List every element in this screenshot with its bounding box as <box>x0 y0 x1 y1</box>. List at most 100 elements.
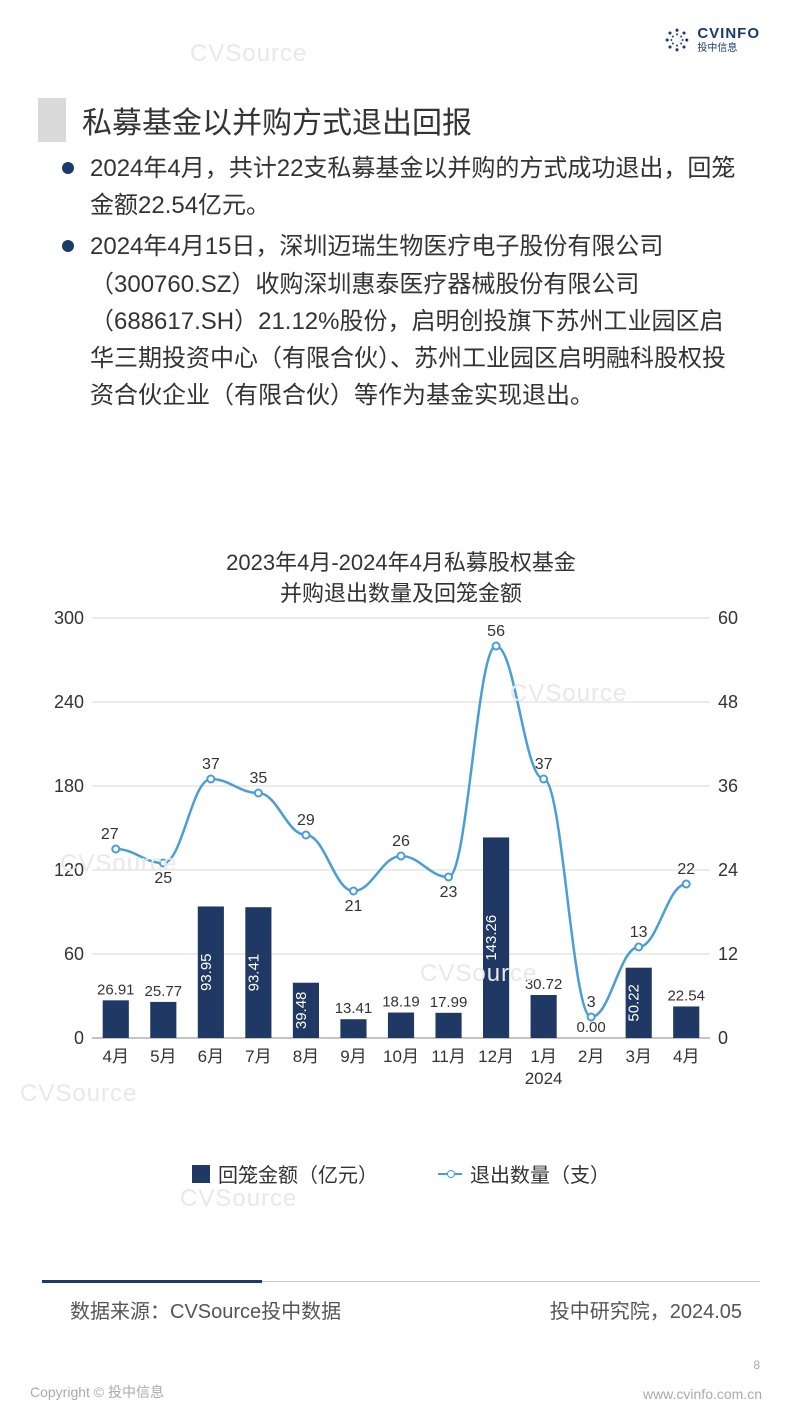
bullet-item: 2024年4月15日，深圳迈瑞生物医疗电子股份有限公司（300760.SZ）收购… <box>60 228 742 414</box>
chart-container: 2023年4月-2024年4月私募股权基金 并购退出数量及回笼金额 0 0 60 12… <box>42 548 760 1188</box>
svg-text:23: 23 <box>440 884 458 901</box>
chart-title: 2023年4月-2024年4月私募股权基金 并购退出数量及回笼金额 <box>42 548 760 610</box>
bar <box>673 1006 699 1038</box>
line-marker <box>683 881 690 888</box>
svg-text:93.95: 93.95 <box>198 953 215 991</box>
line-marker <box>255 790 262 797</box>
footer-accent <box>42 1280 262 1283</box>
svg-text:18.19: 18.19 <box>382 994 420 1011</box>
svg-text:93.41: 93.41 <box>245 954 262 992</box>
svg-text:5月: 5月 <box>150 1047 176 1066</box>
watermark: CVSource <box>180 1185 297 1213</box>
svg-text:22: 22 <box>677 861 695 878</box>
page-title: 私募基金以并购方式退出回报 <box>82 98 472 142</box>
svg-text:25: 25 <box>154 870 172 887</box>
footer-org: 投中研究院，2024.05 <box>550 1295 742 1324</box>
bar <box>388 1013 414 1038</box>
svg-text:120: 120 <box>54 860 84 880</box>
svg-text:0.00: 0.00 <box>577 1019 606 1036</box>
svg-text:4月: 4月 <box>103 1047 129 1066</box>
legend-bar-swatch <box>192 1165 210 1183</box>
svg-text:9月: 9月 <box>340 1047 366 1066</box>
svg-text:39.48: 39.48 <box>293 992 310 1030</box>
svg-text:60: 60 <box>64 944 84 964</box>
svg-text:29: 29 <box>297 812 315 829</box>
legend-bar-label: 回笼金额（亿元） <box>218 1159 378 1188</box>
bullet-item: 2024年4月，共计22支私募基金以并购的方式成功退出，回笼金额22.54亿元。 <box>60 150 742 224</box>
page-number: 8 <box>753 1358 760 1372</box>
svg-text:8月: 8月 <box>293 1047 319 1066</box>
bar <box>103 1000 129 1038</box>
svg-text:0: 0 <box>74 1028 84 1048</box>
line-marker <box>112 846 119 853</box>
svg-text:1月: 1月 <box>530 1047 556 1066</box>
svg-text:22.54: 22.54 <box>667 987 705 1004</box>
legend-bar: 回笼金额（亿元） <box>192 1159 378 1188</box>
chart-title-line1: 2023年4月-2024年4月私募股权基金 <box>42 548 760 579</box>
svg-text:27: 27 <box>101 826 119 843</box>
brand-logo: CVINFO 投中信息 <box>663 26 760 54</box>
svg-text:12: 12 <box>718 944 738 964</box>
svg-text:30.72: 30.72 <box>525 976 563 993</box>
bar <box>531 995 557 1038</box>
svg-text:35: 35 <box>249 770 267 787</box>
svg-text:180: 180 <box>54 776 84 796</box>
svg-text:300: 300 <box>54 608 84 628</box>
legend-line-swatch <box>438 1173 462 1175</box>
svg-text:4月: 4月 <box>673 1047 699 1066</box>
line-marker <box>493 643 500 650</box>
svg-text:0: 0 <box>718 1028 728 1048</box>
line-marker <box>160 860 167 867</box>
svg-text:13: 13 <box>630 924 648 941</box>
svg-text:13.41: 13.41 <box>335 1000 373 1017</box>
svg-text:60: 60 <box>718 608 738 628</box>
svg-text:3: 3 <box>587 994 596 1011</box>
svg-text:21: 21 <box>345 898 363 915</box>
line-marker <box>302 832 309 839</box>
line-marker <box>207 776 214 783</box>
footer-source: 数据来源：CVSource投中数据 <box>70 1295 341 1324</box>
svg-text:25.77: 25.77 <box>145 983 183 1000</box>
svg-text:50.22: 50.22 <box>626 984 643 1022</box>
svg-text:12月: 12月 <box>478 1047 514 1066</box>
logo-sub-text: 投中信息 <box>697 43 760 54</box>
line-marker <box>635 944 642 951</box>
svg-text:26.91: 26.91 <box>97 981 135 998</box>
chart-svg: 0 0 60 12 120 24 180 36 240 48 300 60 26.91 25.77 93.9… <box>42 608 760 1088</box>
website: www.cvinfo.com.cn <box>643 1386 762 1402</box>
chart-title-line2: 并购退出数量及回笼金额 <box>42 579 760 610</box>
svg-text:36: 36 <box>718 776 738 796</box>
svg-text:7月: 7月 <box>245 1047 271 1066</box>
logo-main-text: CVINFO <box>697 26 760 43</box>
svg-text:2月: 2月 <box>578 1047 604 1066</box>
line-marker <box>588 1014 595 1021</box>
svg-text:240: 240 <box>54 692 84 712</box>
svg-text:10月: 10月 <box>383 1047 419 1066</box>
svg-text:56: 56 <box>487 623 505 640</box>
svg-text:37: 37 <box>535 756 553 773</box>
legend-line: 退出数量（支） <box>438 1159 610 1188</box>
copyright: Copyright © 投中信息 <box>30 1382 164 1402</box>
svg-text:2024: 2024 <box>525 1069 563 1088</box>
svg-text:24: 24 <box>718 860 738 880</box>
svg-text:48: 48 <box>718 692 738 712</box>
header-accent-bar <box>38 98 66 142</box>
svg-text:3月: 3月 <box>625 1047 651 1066</box>
bullet-list: 2024年4月，共计22支私募基金以并购的方式成功退出，回笼金额22.54亿元。… <box>60 150 742 418</box>
bar <box>340 1019 366 1038</box>
line-marker <box>398 853 405 860</box>
svg-text:11月: 11月 <box>431 1047 466 1066</box>
line-marker <box>540 776 547 783</box>
svg-text:26: 26 <box>392 833 410 850</box>
svg-text:143.26: 143.26 <box>483 915 500 961</box>
legend-line-label: 退出数量（支） <box>470 1159 610 1188</box>
bar <box>150 1002 176 1038</box>
line-marker <box>445 874 452 881</box>
line-marker <box>350 888 357 895</box>
logo-burst-icon <box>663 26 691 54</box>
bar <box>435 1013 461 1038</box>
svg-text:37: 37 <box>202 756 220 773</box>
watermark: CVSource <box>190 40 307 68</box>
svg-text:17.99: 17.99 <box>430 994 468 1011</box>
chart-legend: 回笼金额（亿元） 退出数量（支） <box>42 1159 760 1188</box>
